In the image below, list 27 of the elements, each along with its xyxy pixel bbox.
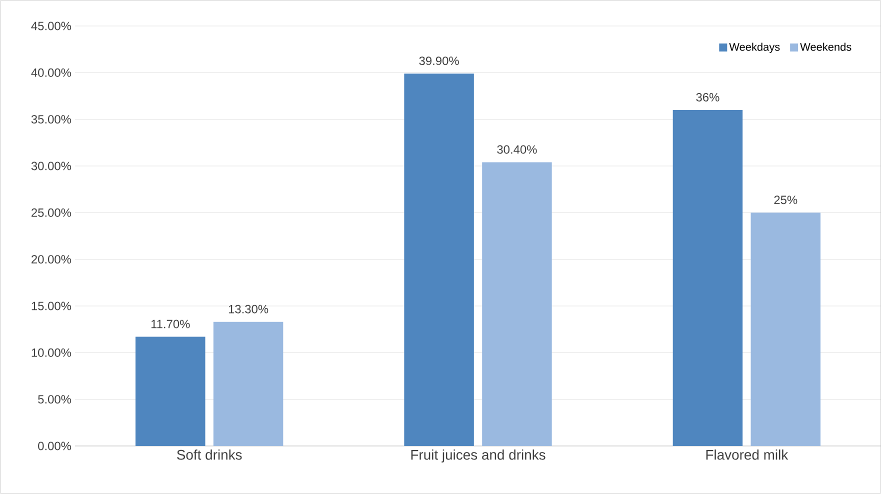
legend-label: Weekends	[800, 42, 852, 51]
y-tick-label: 30.00%	[31, 162, 72, 170]
legend-label: Weekdays	[729, 42, 780, 53]
bar	[404, 74, 474, 446]
data-label: 39.90%	[419, 56, 459, 66]
x-tick-label: Fruit juices and drinks	[411, 450, 546, 462]
y-tick-label: 45.00%	[31, 22, 72, 30]
data-label: 36%	[696, 93, 720, 102]
bar	[482, 162, 552, 446]
y-tick-label: 0.00%	[38, 442, 72, 450]
data-label: 25%	[774, 196, 798, 204]
y-tick-label: 20.00%	[32, 255, 72, 264]
y-tick-label: 5.00%	[38, 395, 72, 404]
data-label: 11.70%	[151, 320, 190, 328]
x-tick-label: Flavored milk	[706, 450, 788, 460]
x-tick-label: Soft drinks	[177, 450, 242, 460]
data-label: 13.30%	[228, 304, 268, 314]
y-tick-label: 15.00%	[32, 302, 72, 310]
y-tick-label: 35.00%	[31, 115, 72, 124]
y-tick-label: 10.00%	[32, 348, 72, 357]
bar	[136, 336, 206, 446]
bar	[213, 322, 284, 446]
data-label: 30.40%	[497, 145, 537, 154]
bar	[672, 110, 743, 446]
bar	[750, 212, 821, 446]
y-tick-label: 40.00%	[31, 68, 72, 77]
y-tick-label: 25.00%	[32, 208, 72, 217]
